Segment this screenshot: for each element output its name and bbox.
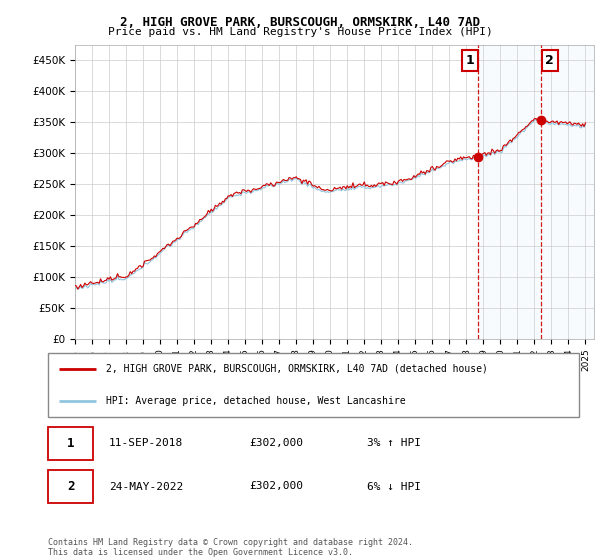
Text: 2: 2 [545, 54, 554, 67]
FancyBboxPatch shape [48, 470, 93, 503]
Text: 3% ↑ HPI: 3% ↑ HPI [367, 438, 421, 449]
FancyBboxPatch shape [48, 427, 93, 460]
Text: Price paid vs. HM Land Registry's House Price Index (HPI): Price paid vs. HM Land Registry's House … [107, 27, 493, 37]
Text: 2: 2 [67, 480, 74, 493]
Bar [478, 45, 594, 339]
Text: 6% ↓ HPI: 6% ↓ HPI [367, 482, 421, 492]
Text: Contains HM Land Registry data © Crown copyright and database right 2024.
This d: Contains HM Land Registry data © Crown c… [48, 538, 413, 557]
Text: HPI: Average price, detached house, West Lancashire: HPI: Average price, detached house, West… [106, 396, 406, 406]
Text: £302,000: £302,000 [250, 438, 304, 449]
Text: £302,000: £302,000 [250, 482, 304, 492]
Text: 2, HIGH GROVE PARK, BURSCOUGH, ORMSKIRK, L40 7AD: 2, HIGH GROVE PARK, BURSCOUGH, ORMSKIRK,… [120, 16, 480, 29]
Text: 11-SEP-2018: 11-SEP-2018 [109, 438, 184, 449]
Text: 1: 1 [67, 437, 74, 450]
Text: 2, HIGH GROVE PARK, BURSCOUGH, ORMSKIRK, L40 7AD (detached house): 2, HIGH GROVE PARK, BURSCOUGH, ORMSKIRK,… [106, 364, 488, 374]
Text: 24-MAY-2022: 24-MAY-2022 [109, 482, 184, 492]
Text: 1: 1 [466, 54, 474, 67]
